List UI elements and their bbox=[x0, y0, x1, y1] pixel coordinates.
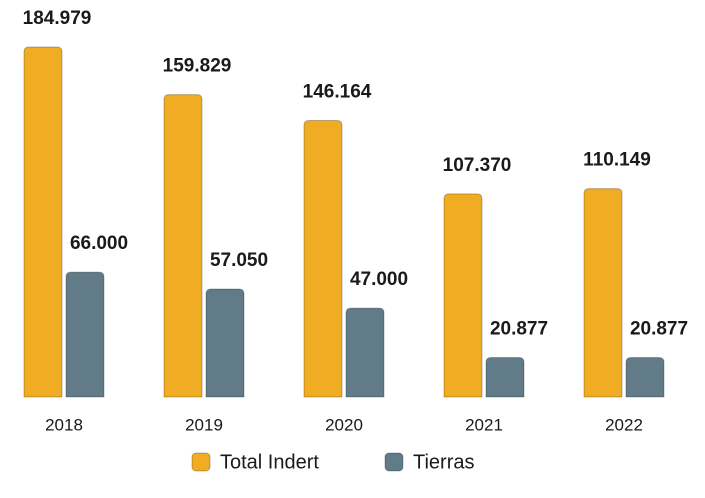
legend-label: Total Indert bbox=[220, 451, 319, 473]
legend-swatch bbox=[191, 452, 211, 472]
bar bbox=[205, 288, 245, 398]
data-label: 66.000 bbox=[70, 233, 128, 254]
x-tick-label: 2018 bbox=[45, 415, 83, 434]
data-label: 107.370 bbox=[443, 155, 512, 176]
x-tick-label: 2021 bbox=[465, 415, 503, 434]
x-tick-label: 2022 bbox=[605, 415, 643, 434]
bar bbox=[485, 356, 525, 398]
legend-swatch bbox=[384, 452, 404, 472]
data-label: 47.000 bbox=[350, 269, 408, 290]
bar bbox=[583, 188, 623, 398]
x-tick-label: 2019 bbox=[185, 415, 223, 434]
data-label: 110.149 bbox=[583, 150, 651, 171]
bar bbox=[443, 193, 483, 398]
x-tick-label: 2020 bbox=[325, 415, 363, 434]
bar bbox=[345, 307, 385, 398]
data-label: 146.164 bbox=[303, 81, 372, 102]
data-label: 184.979 bbox=[23, 8, 92, 29]
data-label: 20.877 bbox=[630, 319, 688, 340]
bar bbox=[163, 94, 203, 398]
data-label: 57.050 bbox=[210, 250, 268, 271]
data-label: 159.829 bbox=[163, 56, 232, 77]
data-label: 20.877 bbox=[490, 319, 548, 340]
bar bbox=[303, 119, 343, 398]
bar bbox=[23, 46, 63, 398]
bar bbox=[65, 271, 105, 398]
bar bbox=[625, 356, 665, 398]
legend-label: Tierras bbox=[413, 451, 474, 473]
